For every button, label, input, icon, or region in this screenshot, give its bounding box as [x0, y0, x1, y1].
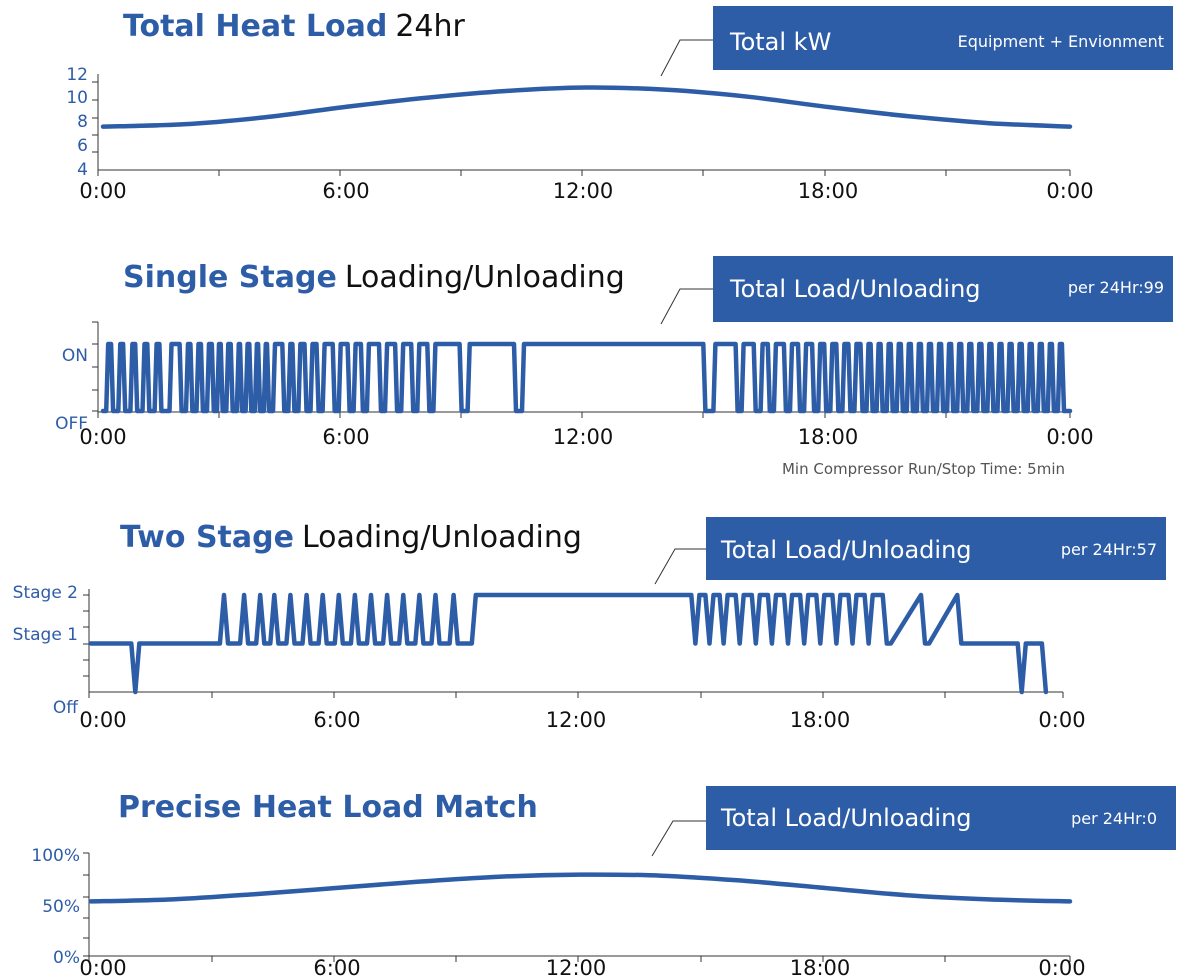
y-tick-label: 4 [77, 160, 88, 180]
x-tick-label: 18:00 [790, 708, 851, 732]
x-tick-label: 0:00 [79, 425, 126, 449]
chart-total-heat-load: Total Heat Load 24hr Total kW Equipment +… [66, 6, 1173, 203]
min-run-time-note: Min Compressor Run/Stop Time: 5min [782, 460, 1065, 478]
x-tick-label: 0:00 [79, 708, 126, 732]
y-tick-label: 12 [66, 65, 88, 85]
y-tick-label: OFF [55, 414, 88, 434]
x-tick-label: 6:00 [313, 708, 360, 732]
y-tick-label: 6 [77, 136, 88, 156]
x-tick-label: 6:00 [322, 179, 369, 203]
x-tick-label: 12:00 [546, 708, 607, 732]
x-tick-label: 6:00 [322, 425, 369, 449]
callout-title: Total Load/Unloading [720, 804, 972, 832]
y-tick-label: Stage 1 [13, 625, 78, 645]
x-tick-label: 12:00 [553, 425, 614, 449]
y-tick-label: ON [62, 346, 88, 366]
x-tick-label: 0:00 [1046, 425, 1093, 449]
chart-title: Single Stage Loading/Unloading [123, 260, 625, 295]
axis-ticks [92, 81, 1071, 176]
axis-ticks [83, 852, 1071, 962]
chart-precise-heat-load-match: Precise Heat Load Match Total Load/Unloa… [31, 786, 1176, 980]
y-tick-label: 0% [53, 948, 80, 968]
x-tick-label: 18:00 [798, 425, 859, 449]
chart-single-stage: Single Stage Loading/Unloading Total Load… [55, 256, 1173, 478]
callout-box [713, 256, 1173, 322]
x-tick-label: 0:00 [1038, 956, 1085, 980]
callout-leader [660, 288, 713, 325]
y-tick-label: 8 [77, 112, 88, 132]
callout-subtitle: Equipment + Envionment [958, 32, 1164, 51]
callout-title: Total kW [729, 28, 831, 56]
callout-box [713, 6, 1173, 70]
chart-two-stage: Two Stage Loading/Unloading Total Load/Un… [13, 517, 1166, 732]
x-tick-label: 18:00 [798, 179, 859, 203]
x-tick-label: 18:00 [790, 956, 851, 980]
series-line-two-stage [88, 592, 1049, 695]
chart-title: Total Heat Load 24hr [123, 9, 466, 44]
x-tick-label: 6:00 [313, 956, 360, 980]
callout-box [706, 786, 1176, 850]
callout-subtitle: per 24Hr:0 [1071, 809, 1157, 828]
callout-leader [654, 548, 706, 585]
callout-title: Total Load/Unloading [729, 275, 981, 303]
series-line-single-stage [100, 341, 1073, 414]
x-tick-label: 12:00 [553, 179, 614, 203]
y-tick-label: 100% [31, 846, 80, 866]
chart-title: Two Stage Loading/Unloading [120, 520, 582, 555]
x-tick-label: 0:00 [79, 179, 126, 203]
callout-leader [660, 39, 713, 77]
callout-title: Total Load/Unloading [720, 536, 972, 564]
callout-box [706, 517, 1166, 580]
y-tick-label: 10 [66, 88, 88, 108]
x-tick-label: 0:00 [79, 956, 126, 980]
y-tick-label: Off [53, 698, 79, 718]
series-line-precise-match [88, 872, 1073, 904]
x-tick-label: 0:00 [1038, 708, 1085, 732]
x-tick-label: 0:00 [1046, 179, 1093, 203]
series-line-total-kw [100, 85, 1073, 129]
chart-title: Precise Heat Load Match [118, 790, 538, 825]
axis-ticks [83, 594, 1064, 698]
y-tick-label: 50% [42, 897, 80, 917]
axis-ticks [92, 321, 1071, 418]
callout-subtitle: per 24Hr:57 [1061, 540, 1157, 559]
y-tick-label: Stage 2 [13, 583, 78, 603]
callout-leader [651, 820, 706, 857]
x-tick-label: 12:00 [546, 956, 607, 980]
callout-subtitle: per 24Hr:99 [1068, 278, 1164, 297]
